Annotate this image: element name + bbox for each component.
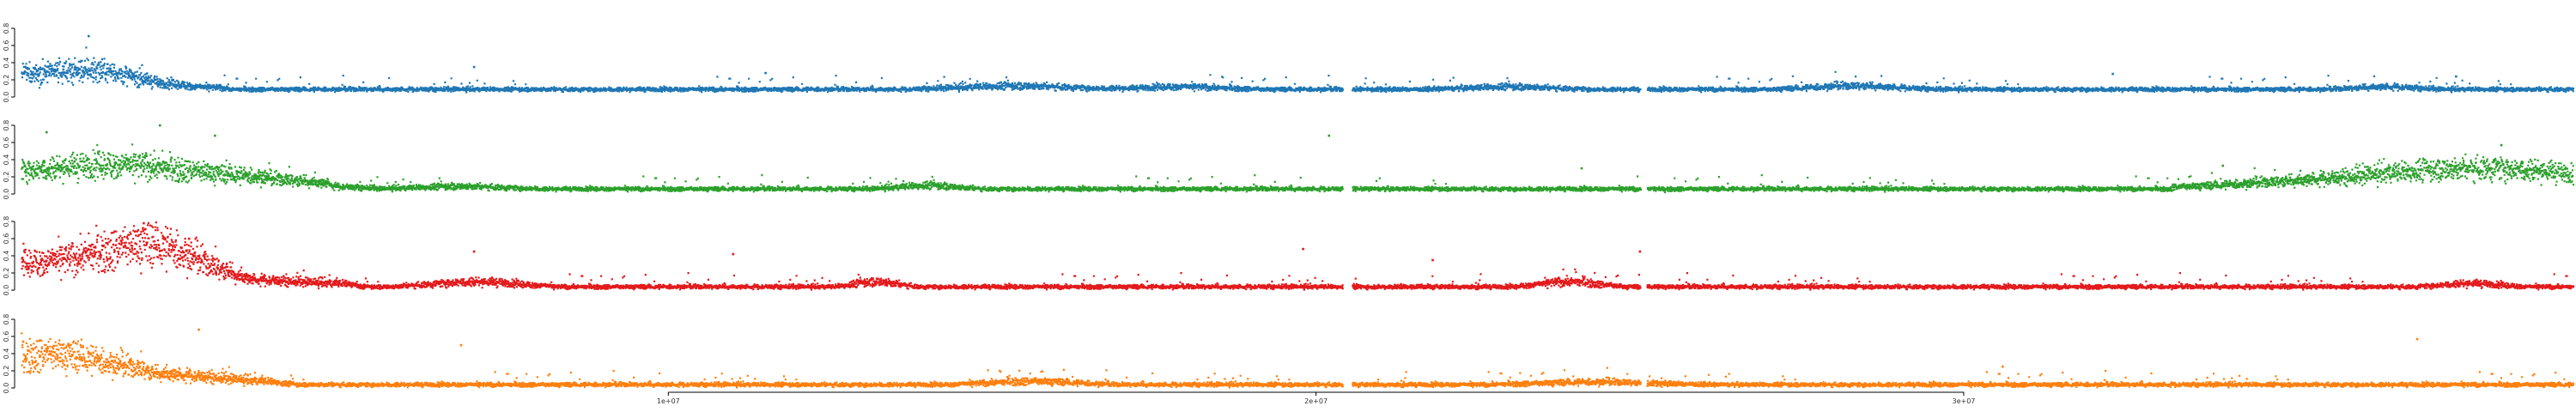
outlier-point [2221,164,2225,167]
y-tick-label: 0.0 [3,285,10,296]
outlier-point [187,237,191,240]
outlier-point [764,71,767,75]
outlier-point [732,252,735,256]
y-tick-label: 0.8 [3,23,10,34]
outlier-point [2415,337,2419,341]
x-tick-label: 2e+07 [1304,397,1327,405]
panel-2: 0.0 0.2 0.4 0.6 0.8 [3,120,2575,200]
outlier-point [1431,258,1434,262]
outlier-point [88,34,90,38]
x-tick-label: 1e+07 [657,397,680,405]
y-tick-label: 0.6 [3,233,10,245]
y-axis-1: 0.0 0.2 0.4 0.6 0.8 [3,23,15,103]
y-tick-label: 0.2 [3,268,10,279]
y-tick-label: 0.4 [3,251,10,262]
outlier-point [2455,75,2458,78]
outlier-point [52,350,55,354]
panel-4: 0.0 0.2 0.4 0.6 0.8 [3,314,2575,394]
x-axis: 1e+07 2e+07 3e+07 [657,391,1975,405]
y-tick-label: 0.6 [3,137,10,148]
y-tick-label: 0.8 [3,216,10,227]
y-tick-label: 0.4 [3,154,10,166]
y-tick-label: 0.0 [3,383,10,394]
y-tick-label: 0.8 [3,120,10,131]
y-tick-label: 0.6 [3,40,10,52]
outlier-point [35,70,39,73]
outlier-point [459,343,463,347]
y-axis-3: 0.0 0.2 0.4 0.6 0.8 [3,216,15,296]
y-tick-label: 0.2 [3,366,10,377]
data-points-series-1 [21,46,2574,94]
y-tick-label: 0.2 [3,75,10,86]
y-tick-label: 0.6 [3,331,10,342]
outlier-point [2111,72,2114,76]
outlier-point [1580,167,1583,170]
panels: 0.00.20.40.60.80.00.20.40.60.80.00.20.40… [3,23,2575,394]
panel-1: 0.0 0.2 0.4 0.6 0.8 [3,23,2574,103]
y-tick-label: 0.0 [3,189,10,200]
outlier-point [197,328,200,331]
outlier-point [1327,134,1331,137]
data-points-series-4 [21,332,2575,389]
outlier-point [472,250,476,253]
y-axis-2: 0.0 0.2 0.4 0.6 0.8 [3,120,15,200]
y-tick-label: 0.4 [3,348,10,360]
outlier-point [143,221,145,225]
y-tick-label: 0.0 [3,92,10,103]
outlier-point [158,124,161,127]
outlier-point [214,134,216,137]
outlier-point [2002,365,2004,368]
panel-3: 0.0 0.2 0.4 0.6 0.8 [3,216,2575,296]
y-tick-label: 0.8 [3,314,10,325]
x-tick-label: 3e+07 [1952,397,1975,405]
outlier-point [2500,143,2503,147]
y-tick-label: 0.2 [3,172,10,183]
data-points-series-2 [21,143,2575,194]
outlier-point [1638,250,1642,253]
outlier-point [45,130,48,134]
data-points-series-3 [21,221,2575,291]
outlier-point [472,65,476,69]
y-tick-label: 0.4 [3,58,10,69]
outlier-point [1302,247,1304,251]
y-axis-4: 0.0 0.2 0.4 0.6 0.8 [3,314,15,394]
